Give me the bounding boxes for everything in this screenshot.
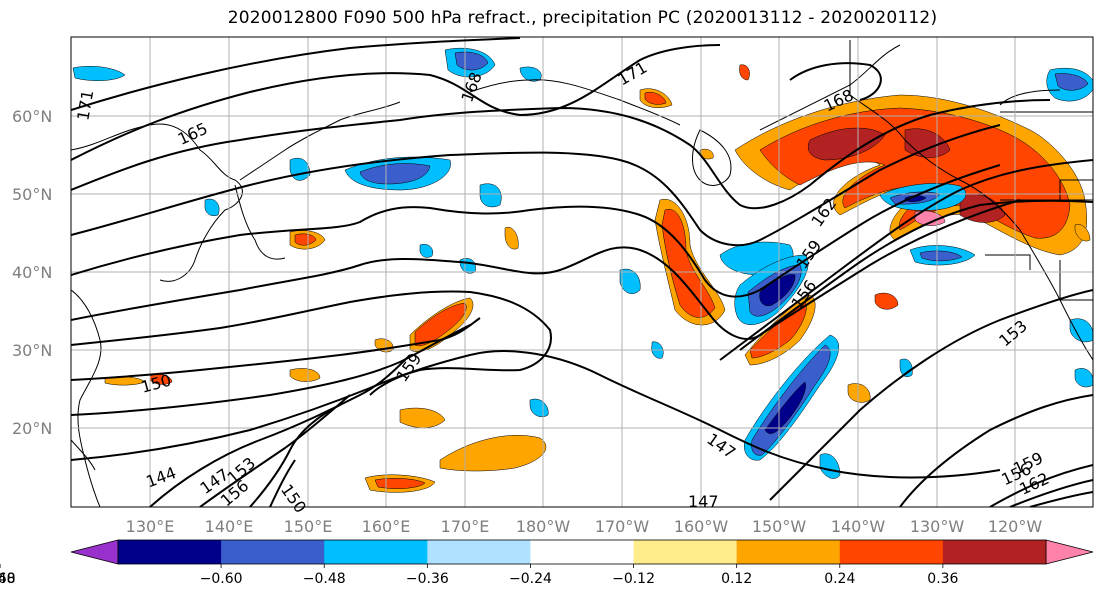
colorbar-frame — [117, 539, 1047, 565]
lat-label: 60°N — [12, 107, 52, 126]
map-frame — [70, 36, 1094, 508]
refractivity-contours — [71, 37, 1093, 507]
coastlines — [71, 40, 1093, 507]
latitude-labels: 60°N 50°N 40°N 30°N 20°N — [12, 107, 52, 438]
lon-label: 160°W — [674, 517, 729, 536]
colorbar-tick-label: 0.48 — [0, 571, 16, 587]
lon-label: 180°W — [516, 517, 571, 536]
lat-label: 20°N — [12, 419, 52, 438]
colorbar-tick-label: 0.12 — [721, 571, 752, 587]
colorbar-low-extension — [70, 539, 119, 565]
lon-label: 170°W — [595, 517, 650, 536]
colorbar-tick-label: −0.12 — [612, 571, 655, 587]
colorbar: −0.60 −0.48 −0.36 −0.24 −0.12 0.12 0.24 0.36 0.4… — [0, 539, 1094, 587]
lon-label: 150°E — [284, 517, 333, 536]
colorbar-tick-label: −0.36 — [406, 571, 449, 587]
colorbar-cell — [530, 540, 635, 564]
colorbar-tick-label: 0.36 — [927, 571, 958, 587]
lon-label: 140°E — [205, 517, 254, 536]
lon-label: 140°W — [831, 517, 886, 536]
map-title: 2020012800 F090 500 hPa refract., precip… — [227, 8, 938, 28]
colorbar-high-extension — [1045, 539, 1094, 565]
colorbar-cell — [839, 540, 944, 564]
lon-label: 130°E — [126, 517, 175, 536]
colorbar-tick-label: −0.24 — [509, 571, 552, 587]
colorbar-cell — [324, 540, 428, 564]
contour-label: 147 — [688, 492, 719, 511]
lat-label: 30°N — [12, 341, 52, 360]
colorbar-tick-label: −0.60 — [200, 571, 243, 587]
lon-label: 130°W — [910, 517, 965, 536]
lon-label: 160°E — [362, 517, 411, 536]
colorbar-cell — [427, 540, 531, 564]
lat-label: 40°N — [12, 263, 52, 282]
colorbar-tick-label: −0.48 — [303, 571, 346, 587]
colorbar-tick-label: 0.24 — [824, 571, 855, 587]
lon-label: 150°W — [752, 517, 807, 536]
colorbar-tick-label: 0.60 — [0, 571, 16, 587]
lon-label: 120°W — [988, 517, 1043, 536]
negative-anomaly-shading — [72, 47, 1093, 479]
colorbar-cell — [633, 540, 738, 564]
colorbar-cell — [942, 540, 1047, 564]
colorbar-cell — [736, 540, 841, 564]
lon-label: 170°E — [441, 517, 490, 536]
colorbar-cell — [118, 540, 222, 564]
longitude-labels: 130°E 140°E 150°E 160°E 170°E 180°W 170°… — [126, 517, 1043, 536]
colorbar-cell — [221, 540, 325, 564]
lat-label: 50°N — [12, 185, 52, 204]
